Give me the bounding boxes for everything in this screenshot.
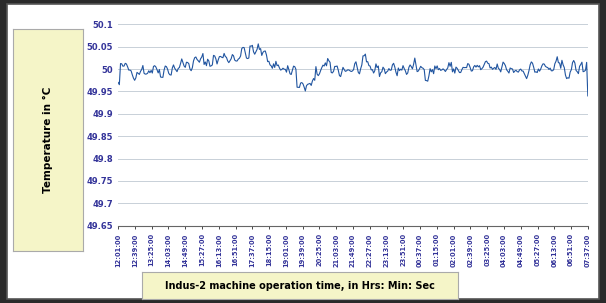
FancyBboxPatch shape [7, 4, 599, 299]
Text: Temperature in °C: Temperature in °C [43, 87, 53, 193]
Text: Indus-2 machine operation time, in Hrs: Min: Sec: Indus-2 machine operation time, in Hrs: … [165, 281, 435, 291]
